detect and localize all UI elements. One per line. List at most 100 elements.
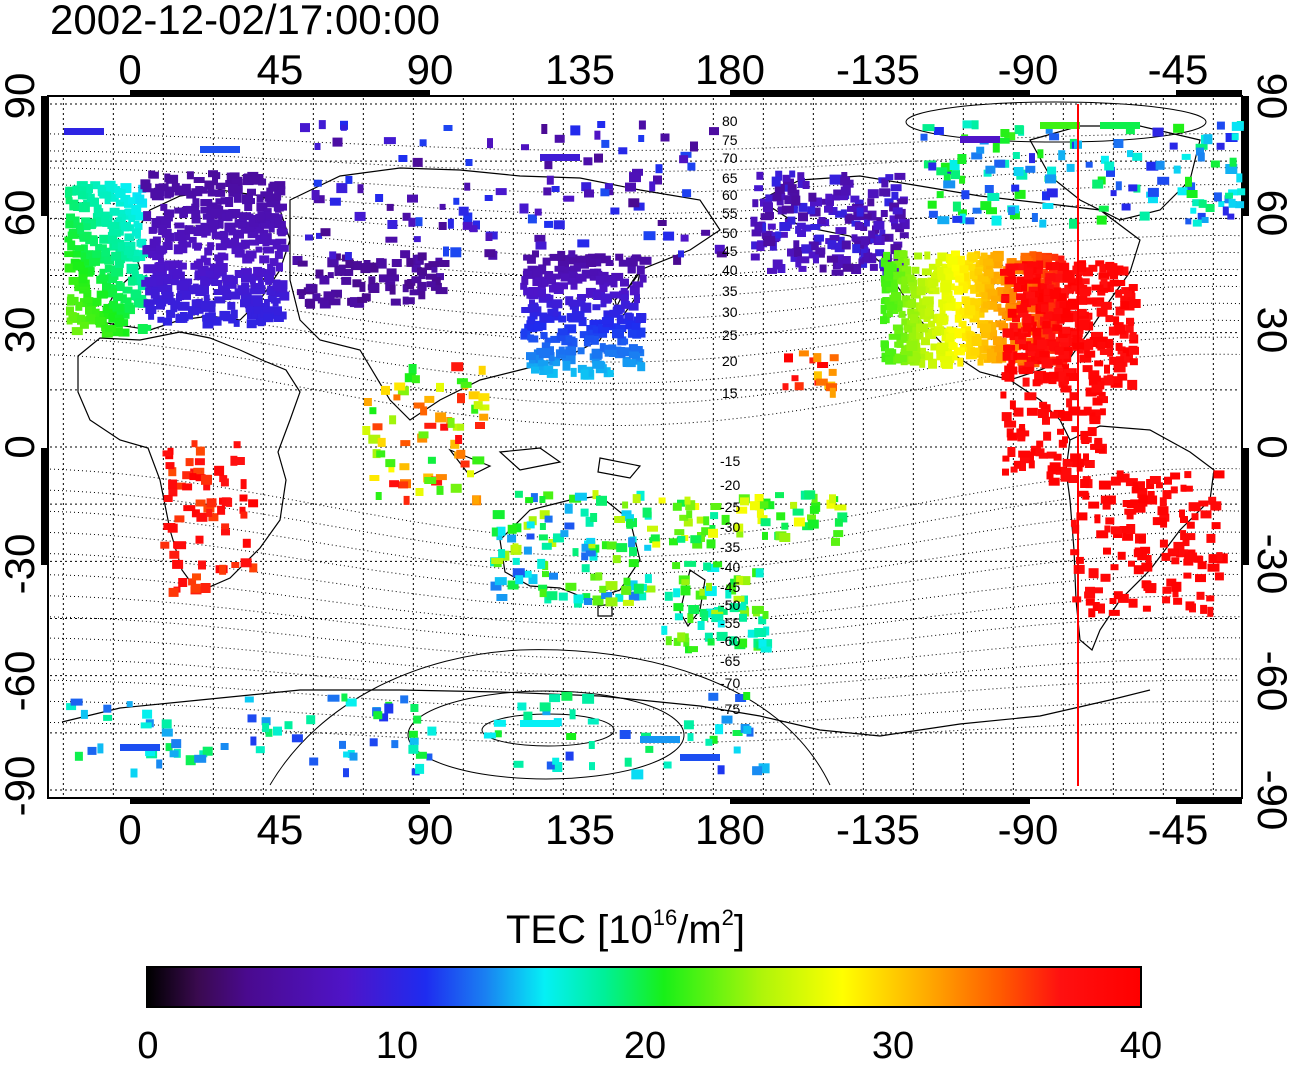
tec-sample [1113, 316, 1120, 325]
tec-sample [592, 595, 604, 606]
tec-sample [168, 479, 178, 490]
tec-sample [264, 274, 274, 283]
tec-sample [1159, 539, 1168, 548]
tec-sample [492, 510, 505, 520]
tec-sample [185, 458, 194, 467]
tec-sample [699, 588, 709, 596]
tec-sample [1025, 302, 1035, 312]
tec-sample [406, 257, 414, 267]
tec-sample [1075, 556, 1084, 564]
tec-sample [963, 260, 973, 268]
tec-sample [245, 222, 255, 233]
tec-sample [1186, 190, 1198, 198]
tec-sample [135, 298, 148, 306]
tec-sample [479, 413, 489, 421]
tec-sample [354, 211, 366, 221]
tec-sample [83, 268, 94, 277]
tec-sample [1046, 188, 1058, 198]
tec-sample [638, 120, 646, 130]
tec-sample [101, 247, 111, 257]
tec-sample [615, 325, 627, 332]
tec-sample [1094, 514, 1101, 524]
tec-sample [527, 316, 536, 325]
tec-sample [1152, 127, 1164, 137]
tec-sample [948, 327, 958, 334]
tec-sample [1185, 176, 1192, 187]
tec-sample [221, 274, 234, 282]
tec-sample [1114, 324, 1126, 335]
tec-sample [137, 324, 148, 334]
tec-sample [557, 328, 568, 336]
tec-sample [247, 309, 256, 320]
tec-sample [565, 582, 577, 591]
tec-sample [837, 236, 845, 246]
tec-sample [389, 284, 396, 295]
tec-sample [1089, 416, 1101, 425]
tec-sample [204, 312, 216, 323]
tec-sample [1108, 326, 1119, 336]
tec-sample [389, 415, 397, 425]
tec-sample [213, 204, 222, 211]
tec-sample [515, 575, 524, 585]
tec-sample [1237, 188, 1246, 196]
tec-sample [1048, 332, 1056, 340]
tec-sample [284, 721, 293, 730]
tec-sample [196, 258, 204, 268]
tec-sample [186, 190, 197, 199]
tec-sample [935, 258, 943, 267]
contour-label: 80 [722, 113, 738, 129]
tec-sample [1091, 384, 1103, 393]
tec-sample [131, 271, 139, 281]
tec-sample [156, 216, 167, 223]
tec-sample [1024, 362, 1035, 371]
tec-sample [1088, 375, 1101, 386]
tec-sample [172, 268, 183, 279]
tec-sample [478, 393, 490, 402]
tec-sample [1022, 377, 1030, 387]
tec-sample [1062, 458, 1073, 467]
tec-sample [1213, 470, 1225, 479]
tec-sample [631, 769, 644, 780]
tec-sample [571, 305, 579, 314]
tec-sample [1157, 506, 1169, 516]
tec-sample [415, 488, 424, 496]
tec-sample [542, 257, 551, 266]
tec-sample [1034, 370, 1047, 381]
tec-sample [452, 423, 460, 431]
tec-sample [1096, 307, 1108, 317]
tec-sample [1195, 143, 1208, 150]
bottom-lon-label: -135 [836, 806, 920, 853]
tec-sample [1025, 348, 1037, 357]
contour-label: -25 [720, 499, 740, 515]
tec-sample [440, 423, 449, 431]
tec-sample [194, 272, 201, 281]
tec-sample [980, 201, 992, 211]
tec-sample [580, 369, 589, 380]
tec-sample [96, 244, 103, 250]
tec-sample [550, 335, 561, 343]
tec-sample [375, 194, 384, 202]
tec-sample [1190, 207, 1197, 214]
tec-sample [86, 250, 94, 260]
tec-sample [815, 251, 825, 258]
tec-sample [899, 219, 910, 230]
tec-sample [1060, 385, 1072, 393]
tec-sample [594, 289, 601, 298]
tec-sample [1092, 179, 1104, 189]
tec-sample [319, 275, 330, 285]
tec-sample [1185, 533, 1196, 541]
tec-sample [801, 244, 812, 252]
tec-sample [378, 274, 389, 283]
tec-sample [1110, 476, 1121, 486]
tec-sample [629, 285, 640, 296]
tec-sample [343, 768, 349, 778]
tec-sample [1191, 513, 1199, 521]
tec-sample [266, 289, 276, 296]
tec-sample [166, 186, 175, 197]
tec-sample [940, 356, 952, 363]
tec-sample [426, 281, 436, 288]
tec-sample [658, 497, 666, 504]
tec-sample [827, 240, 837, 250]
tec-sample [774, 183, 785, 194]
tec-sample [631, 322, 641, 330]
